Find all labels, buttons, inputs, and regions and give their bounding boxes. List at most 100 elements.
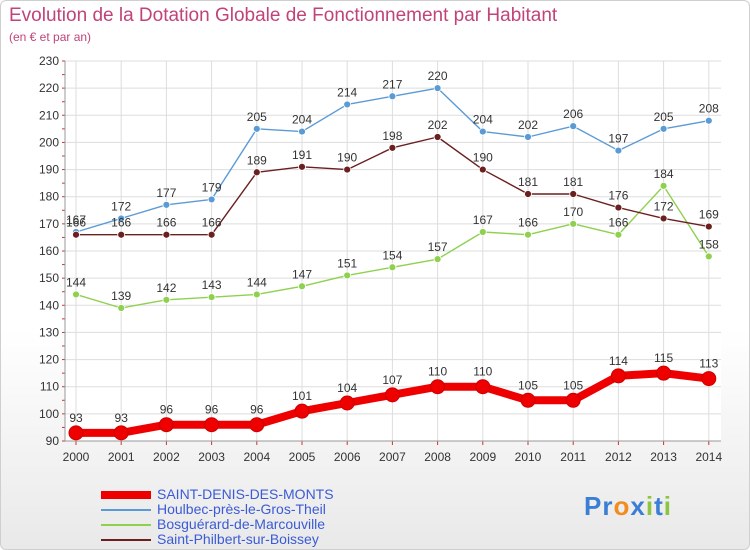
data-label: 143 (202, 278, 222, 292)
data-label: 147 (292, 267, 312, 281)
y-tick-label: 190 (39, 163, 59, 177)
legend-label: SAINT-DENIS-DES-MONTS (157, 486, 334, 502)
data-point (207, 293, 216, 302)
data-point (207, 230, 216, 239)
data-label: 166 (156, 216, 176, 230)
y-tick-label: 90 (46, 434, 60, 448)
data-point (252, 168, 261, 177)
data-point (252, 290, 261, 299)
data-point (388, 143, 397, 152)
data-label: 105 (518, 378, 538, 392)
data-label: 172 (654, 199, 674, 213)
data-point (162, 230, 171, 239)
legend-label: Saint-Philbert-sur-Boissey (157, 531, 319, 547)
legend-swatch (101, 524, 151, 526)
data-label: 157 (428, 240, 448, 254)
data-label: 177 (156, 186, 176, 200)
data-point (343, 165, 352, 174)
data-label: 205 (247, 110, 267, 124)
data-point (704, 252, 713, 261)
data-point (384, 387, 400, 403)
brand-letter: t (654, 491, 664, 521)
data-point (475, 379, 491, 395)
y-tick-label: 130 (39, 325, 59, 339)
x-tick-label: 2004 (243, 450, 270, 464)
data-label: 181 (518, 175, 538, 189)
data-label: 204 (473, 113, 493, 127)
data-point (524, 190, 532, 198)
chart-subtitle: (en € et par an) (9, 30, 92, 44)
data-point (388, 263, 397, 272)
data-label: 110 (473, 365, 492, 379)
y-tick-label: 100 (39, 407, 59, 421)
data-label: 167 (473, 213, 493, 227)
data-point (298, 282, 306, 291)
x-tick-label: 2000 (63, 450, 90, 464)
data-point (524, 133, 532, 141)
data-point (614, 146, 623, 155)
x-tick-label: 2008 (424, 450, 451, 464)
data-label: 202 (428, 118, 448, 132)
data-label: 206 (563, 107, 583, 121)
data-point (565, 392, 581, 408)
y-tick-label: 160 (39, 244, 59, 258)
data-label: 110 (428, 365, 447, 379)
data-label: 179 (202, 180, 222, 194)
data-label: 167 (66, 213, 86, 227)
data-label: 190 (473, 151, 493, 165)
x-tick-label: 2007 (379, 450, 406, 464)
y-tick-label: 140 (39, 298, 59, 312)
data-label: 107 (382, 373, 402, 387)
data-label: 176 (608, 189, 628, 203)
x-tick-label: 2006 (334, 450, 361, 464)
y-tick-label: 200 (39, 135, 59, 149)
data-point (569, 122, 578, 131)
x-tick-label: 2005 (289, 450, 316, 464)
y-tick-label: 220 (39, 81, 59, 95)
brand-letter: i (663, 491, 672, 521)
data-label: 189 (247, 153, 267, 167)
data-point (569, 219, 578, 228)
data-label: 166 (111, 216, 131, 230)
data-point (704, 222, 713, 231)
y-tick-label: 180 (39, 190, 59, 204)
data-label: 166 (608, 216, 628, 230)
data-point (117, 214, 126, 223)
y-tick-label: 150 (39, 271, 59, 285)
data-label: 93 (115, 411, 129, 425)
data-label: 96 (250, 403, 264, 417)
x-tick-label: 2003 (198, 450, 225, 464)
data-label: 181 (563, 175, 583, 189)
data-label: 101 (292, 389, 312, 403)
data-point (72, 290, 80, 299)
data-label: 204 (292, 113, 312, 127)
data-point (339, 395, 355, 411)
data-point (294, 403, 310, 419)
data-label: 202 (518, 118, 538, 132)
data-point (162, 295, 171, 304)
data-label: 96 (205, 403, 219, 417)
data-point (478, 228, 487, 236)
data-point (207, 195, 216, 204)
data-point (204, 417, 220, 433)
data-point (433, 133, 442, 141)
y-tick-label: 170 (39, 217, 59, 231)
data-point (113, 425, 129, 441)
data-label: 114 (609, 354, 628, 368)
data-label: 144 (66, 275, 86, 289)
data-point (433, 255, 442, 264)
data-label: 220 (428, 69, 448, 83)
x-tick-label: 2013 (650, 450, 677, 464)
data-label: 166 (518, 216, 538, 230)
data-point (158, 417, 174, 433)
data-point (68, 425, 84, 441)
data-point (614, 203, 623, 212)
data-label: 166 (202, 216, 222, 230)
data-label: 208 (699, 102, 719, 116)
y-tick-label: 120 (39, 353, 59, 367)
data-point (298, 127, 306, 136)
data-point (659, 124, 668, 133)
data-point (478, 127, 487, 136)
